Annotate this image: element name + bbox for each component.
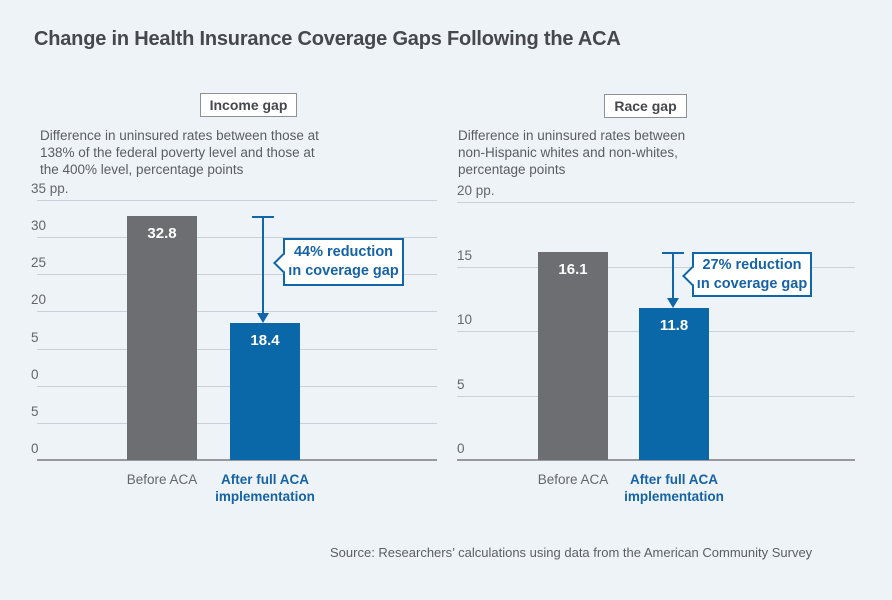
income-reduction-callout: 44% reduction in coverage gap [283, 238, 404, 286]
race-y-tick-label: 0 [457, 441, 465, 456]
panel-label-income-gap: Income gap [200, 93, 297, 117]
race-xlabel-before-aca: Before ACA [537, 472, 609, 487]
race-gridline [457, 202, 855, 203]
source-note: Source: Researchers’ calculations using … [330, 545, 813, 560]
panel-label-text: Race gap [614, 98, 677, 114]
income-y-tick-label: 25 [31, 255, 47, 271]
income-reduction-arrow-head [256, 313, 269, 324]
race-y-tick-label: 5 [457, 376, 465, 392]
panel-label-race-gap: Race gap [604, 94, 687, 118]
income-gridline [37, 274, 437, 276]
race-reduction-callout: 27% reduction in coverage gap [692, 252, 812, 297]
race-reduction-arrow-head [666, 297, 679, 308]
race-bar-after-aca: 11.8 [639, 307, 709, 460]
income-reduction-arrow-stem [262, 216, 264, 315]
income-gridline [37, 237, 437, 239]
income-y-tick-label: 30 [31, 218, 47, 234]
income-x-axis-line [37, 459, 437, 461]
race-bar-before-aca: 16.1 [538, 252, 608, 460]
income-gridline [37, 200, 437, 201]
race-chart-subtitle: Difference in uninsured rates between no… [458, 128, 686, 177]
income-y-tick-label: 5 [31, 403, 39, 419]
panel-label-text: Income gap [209, 97, 288, 113]
income-xlabel-after-aca: After full ACA implementation [215, 472, 315, 504]
income-y-tick-label: 35 pp. [31, 181, 69, 196]
income-bar-after-aca: 18.4 [230, 323, 300, 460]
income-gridline [37, 311, 437, 313]
income-xlabel-before-aca: Before ACA [126, 472, 198, 487]
race-y-tick-label: 20 pp. [457, 183, 495, 198]
race-y-tick-label: 10 [457, 312, 473, 327]
bar-value-label: 32.8 [147, 225, 177, 243]
race-x-axis-line [457, 459, 855, 461]
income-chart-subtitle: Difference in uninsured rates between th… [40, 128, 319, 177]
bar-value-label: 18.4 [250, 332, 280, 350]
figure-title: Change in Health Insurance Coverage Gaps… [34, 28, 621, 50]
income-y-tick-label: 0 [31, 366, 39, 382]
income-y-tick-label: 20 [31, 292, 47, 308]
race-reduction-arrow-stem [672, 252, 674, 299]
income-y-tick-label: 0 [31, 441, 39, 456]
income-y-tick-label: 5 [31, 329, 39, 345]
bar-value-label: 16.1 [558, 261, 588, 279]
race-xlabel-after-aca: After full ACA implementation [624, 472, 724, 504]
race-gridline [457, 266, 855, 268]
bar-value-label: 11.8 [659, 316, 689, 334]
race-y-tick-label: 15 [457, 247, 473, 263]
income-bar-before-aca: 32.8 [127, 216, 197, 460]
